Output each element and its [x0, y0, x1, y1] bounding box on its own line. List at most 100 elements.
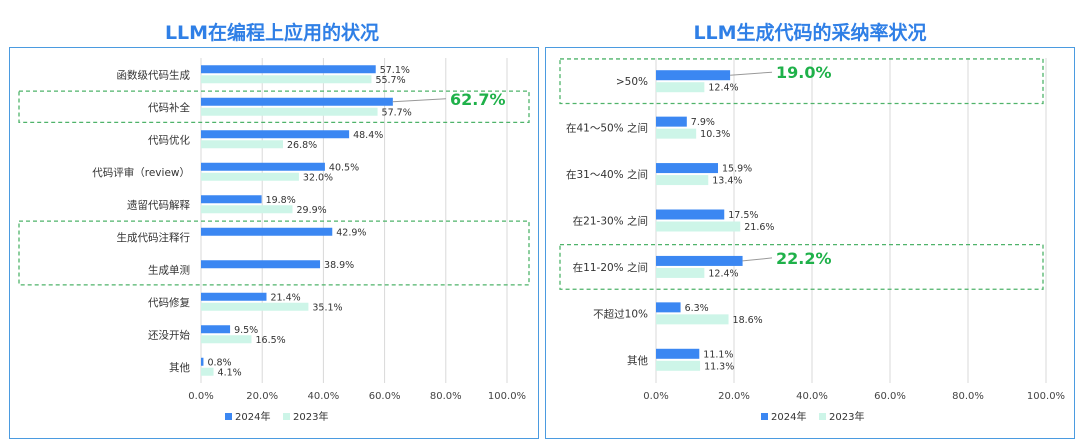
data-label: 38.9% [324, 260, 354, 271]
data-label: 17.5% [728, 210, 758, 221]
legend-label: 2023年 [293, 410, 328, 423]
x-tick-label: 20.0% [246, 391, 278, 402]
x-tick-label: 80.0% [952, 391, 984, 402]
x-tick-label: 0.0% [188, 391, 213, 402]
callout-leader [392, 98, 447, 103]
data-label: 13.4% [712, 176, 742, 187]
x-tick-label: 100.0% [488, 391, 526, 402]
data-label: 0.8% [207, 357, 231, 368]
bar-2023 [656, 128, 697, 139]
bar-2023 [656, 314, 729, 325]
x-tick-label: 40.0% [796, 391, 828, 402]
data-label: 12.4% [708, 83, 738, 94]
category-label: 代码修复 [148, 296, 190, 309]
bar-2024 [201, 292, 267, 301]
left-chart-title: LLM在编程上应用的状况 [164, 22, 380, 44]
legend-label: 2024年 [235, 410, 270, 423]
bar-2024 [656, 255, 743, 266]
data-label: 7.9% [691, 117, 715, 128]
bar-2023 [201, 172, 299, 181]
callout-value: 22.2% [776, 249, 832, 268]
bar-2024 [201, 195, 262, 204]
x-tick-label: 60.0% [369, 391, 401, 402]
x-tick-label: 60.0% [874, 391, 906, 402]
x-tick-label: 20.0% [718, 391, 750, 402]
data-label: 21.6% [744, 222, 774, 233]
data-label: 9.5% [234, 325, 258, 336]
category-label: 还没开始 [148, 328, 190, 341]
bar-2023 [201, 205, 293, 214]
data-label: 12.4% [708, 268, 738, 279]
legend-swatch [225, 413, 232, 420]
category-label: 在31～40% 之间 [566, 168, 648, 181]
right-chart-title: LLM生成代码的采纳率状况 [693, 22, 927, 44]
x-tick-label: 0.0% [643, 391, 668, 402]
data-label: 4.1% [218, 367, 242, 378]
left-chart-panel: 0.0% 20.0% 40.0% 60.0% 80.0% 100.0% 函数级代码生成 57.… [9, 47, 539, 439]
x-tick-label: 80.0% [430, 391, 462, 402]
x-tick-label: 40.0% [308, 391, 340, 402]
category-label: 在11-20% 之间 [573, 261, 648, 274]
bar-2023 [201, 335, 252, 344]
category-label: 其他 [169, 361, 190, 374]
highlight-box [18, 90, 530, 124]
legend-label: 2023年 [829, 410, 864, 423]
category-label: 函数级代码生成 [117, 68, 191, 81]
category-label: 代码评审（review） [92, 166, 190, 179]
data-label: 11.3% [704, 361, 734, 372]
bar-2024 [201, 97, 393, 106]
right-chart-panel: 0.0% 20.0% 40.0% 60.0% 80.0% 100.0% >50% 12.4% 1… [545, 47, 1075, 439]
category-label: 生成代码注释行 [117, 231, 191, 244]
legend-swatch [283, 413, 290, 420]
data-label: 42.9% [336, 227, 366, 238]
data-label: 15.9% [722, 164, 752, 175]
bar-2023 [201, 107, 378, 116]
data-label: 48.4% [353, 130, 383, 141]
data-label: 29.9% [296, 205, 326, 216]
data-label: 40.5% [329, 162, 359, 173]
data-label: 6.3% [685, 303, 709, 314]
data-label: 18.6% [733, 315, 763, 326]
bar-2024 [201, 130, 350, 139]
x-tick-label: 100.0% [1027, 391, 1065, 402]
highlight-box [18, 220, 530, 286]
bar-2024 [656, 163, 719, 174]
bar-2024 [201, 357, 204, 366]
data-label: 55.7% [375, 75, 405, 86]
right-bar-chart: 0.0% 20.0% 40.0% 60.0% 80.0% 100.0% >50% 12.4% 1… [559, 58, 1065, 423]
category-label: >50% [616, 76, 648, 88]
bar-2024 [201, 162, 325, 171]
data-label: 19.8% [266, 195, 296, 206]
bar-2023 [201, 302, 309, 311]
category-label: 在21-30% 之间 [573, 215, 648, 228]
legend-swatch [819, 413, 826, 420]
legend-label: 2024年 [771, 410, 806, 423]
highlight-box [559, 58, 1044, 105]
bar-2024 [201, 260, 321, 269]
legend-swatch [761, 413, 768, 420]
bar-2023 [656, 221, 741, 232]
data-label: 16.5% [255, 335, 285, 346]
category-label: 遗留代码解释 [127, 198, 190, 211]
bar-2023 [656, 175, 709, 186]
category-label: 生成单测 [148, 263, 190, 276]
highlight-box [559, 243, 1044, 290]
bar-2024 [201, 227, 333, 236]
data-label: 10.3% [700, 129, 730, 140]
callout-leader [742, 257, 773, 262]
callout-leader [730, 71, 773, 76]
data-label: 57.7% [382, 107, 412, 118]
bar-2024 [656, 302, 681, 313]
bar-2023 [656, 360, 701, 371]
bar-2024 [656, 348, 700, 359]
category-label: 代码补全 [148, 101, 190, 114]
data-label: 32.0% [303, 172, 333, 183]
category-label: 其他 [627, 354, 648, 367]
data-label: 57.1% [380, 65, 410, 76]
data-label: 26.8% [287, 140, 317, 151]
bar-2023 [201, 75, 372, 84]
bar-2024 [201, 325, 231, 334]
bar-2024 [656, 116, 687, 127]
bar-2024 [656, 70, 731, 81]
bar-2023 [201, 367, 214, 376]
